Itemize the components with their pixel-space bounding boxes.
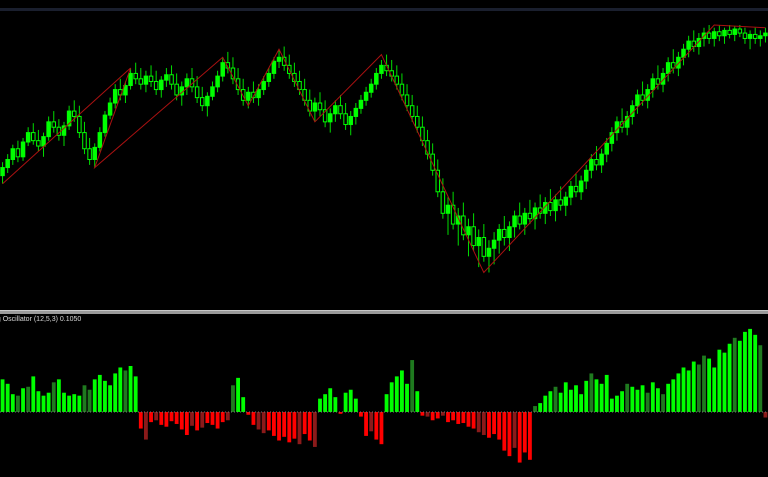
price-chart-panel[interactable] [0,11,768,310]
histogram-svg [0,328,768,463]
indicator-panel[interactable]: ag Oscillator (12,5,3) 0.1050 [0,314,768,477]
window-top-rule [0,8,768,11]
indicator-label: ag Oscillator (12,5,3) 0.1050 [0,316,82,323]
candlestick-svg [0,24,768,274]
window-top-border [0,0,768,8]
